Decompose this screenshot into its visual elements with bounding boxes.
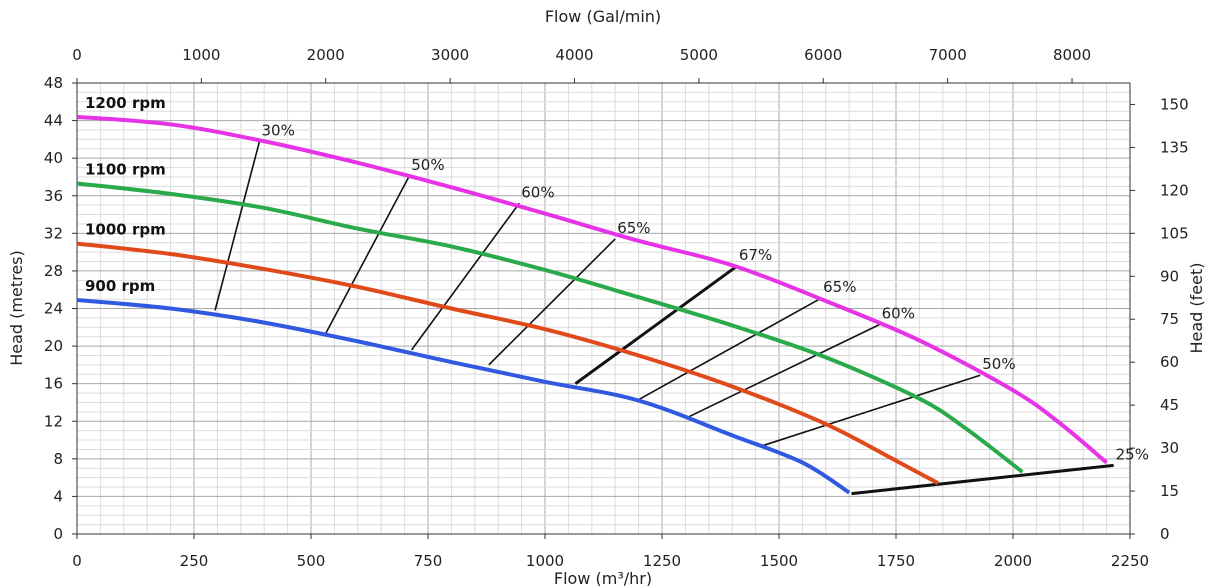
series-line bbox=[76, 241, 940, 486]
series-line bbox=[76, 298, 851, 495]
efficiency-line bbox=[488, 238, 616, 366]
x-tick-label: 1250 bbox=[643, 552, 681, 570]
series-line bbox=[76, 114, 1108, 465]
y2-tick-label: 135 bbox=[1160, 138, 1189, 156]
speed-curves bbox=[76, 114, 1108, 495]
speed-labels: 1200 rpm 1100 rpm 1000 rpm 900 rpm bbox=[85, 94, 166, 295]
efficiency-label: 60% bbox=[521, 183, 554, 201]
efficiency-label: 67% bbox=[739, 246, 772, 264]
x-axis-title: Flow (m³/hr) bbox=[554, 569, 652, 586]
series-label: 1200 rpm bbox=[85, 94, 166, 112]
series-label: 900 rpm bbox=[85, 277, 155, 295]
x2-tick-label: 6000 bbox=[804, 46, 842, 64]
efficiency-line bbox=[214, 141, 261, 311]
series-line bbox=[76, 181, 1024, 474]
x-tick-label: 250 bbox=[180, 552, 209, 570]
x-tick-label: 500 bbox=[297, 552, 326, 570]
x-tick-label: 1750 bbox=[877, 552, 915, 570]
y2-tick-label: 45 bbox=[1160, 396, 1179, 414]
x2-tick-label: 8000 bbox=[1053, 46, 1091, 64]
y2-tick-label: 90 bbox=[1160, 267, 1179, 285]
efficiency-line bbox=[574, 265, 738, 385]
x-tick-label: 2000 bbox=[994, 552, 1032, 570]
x2-tick-label: 1000 bbox=[182, 46, 220, 64]
efficiency-line bbox=[851, 463, 1114, 496]
efficiency-line bbox=[410, 202, 520, 351]
x-tick-label: 750 bbox=[414, 552, 443, 570]
x2-tick-label: 4000 bbox=[555, 46, 593, 64]
y-tick-label: 20 bbox=[44, 337, 63, 355]
efficiency-lines: 30% 50% 60% 65% 67% 65% 60% 50% 25% bbox=[214, 121, 1149, 496]
y-tick-label: 32 bbox=[44, 224, 63, 242]
x2-tick-label: 7000 bbox=[929, 46, 967, 64]
x2-tick-label: 3000 bbox=[431, 46, 469, 64]
efficiency-line bbox=[685, 323, 880, 420]
y2-tick-label: 105 bbox=[1160, 224, 1189, 242]
x-tick-label: 1000 bbox=[526, 552, 564, 570]
y-tick-label: 24 bbox=[44, 300, 63, 318]
y-tick-label: 4 bbox=[53, 487, 63, 505]
y-tick-label: 48 bbox=[44, 74, 63, 92]
x2-tick-label: 0 bbox=[72, 46, 82, 64]
y-tick-label: 0 bbox=[53, 525, 63, 543]
efficiency-line bbox=[762, 374, 981, 447]
y-tick-label: 36 bbox=[44, 187, 63, 205]
x2-axis-title: Flow (Gal/min) bbox=[545, 7, 661, 26]
efficiency-label: 50% bbox=[411, 156, 444, 174]
series-label: 1100 rpm bbox=[85, 161, 166, 179]
y2-axis-title: Head (feet) bbox=[1187, 263, 1206, 354]
y-tick-label: 12 bbox=[44, 412, 63, 430]
efficiency-label: 65% bbox=[617, 219, 650, 237]
efficiency-line bbox=[324, 175, 410, 336]
grid bbox=[77, 83, 1130, 534]
y-tick-label: 16 bbox=[44, 375, 63, 393]
y-tick-label: 8 bbox=[53, 450, 63, 468]
efficiency-label: 50% bbox=[982, 355, 1015, 373]
y-tick-label: 28 bbox=[44, 262, 63, 280]
efficiency-label: 65% bbox=[823, 278, 856, 296]
x2-tick-label: 5000 bbox=[680, 46, 718, 64]
y-axis-title: Head (metres) bbox=[7, 250, 26, 366]
efficiency-label: 25% bbox=[1116, 445, 1149, 463]
y2-tick-label: 15 bbox=[1160, 482, 1179, 500]
x-tick-label: 1500 bbox=[760, 552, 798, 570]
x2-tick-label: 2000 bbox=[307, 46, 345, 64]
y2-tick-label: 150 bbox=[1160, 95, 1189, 113]
x-tick-label: 0 bbox=[72, 552, 82, 570]
efficiency-label: 60% bbox=[882, 304, 915, 322]
x-tick-label: 2250 bbox=[1111, 552, 1149, 570]
y-tick-label: 40 bbox=[44, 149, 63, 167]
efficiency-label: 30% bbox=[262, 121, 295, 139]
y-tick-label: 44 bbox=[44, 112, 63, 130]
y2-tick-label: 120 bbox=[1160, 181, 1189, 199]
y2-tick-label: 30 bbox=[1160, 439, 1179, 457]
series-label: 1000 rpm bbox=[85, 221, 166, 239]
y2-tick-label: 60 bbox=[1160, 353, 1179, 371]
y2-tick-label: 75 bbox=[1160, 310, 1179, 328]
efficiency-line bbox=[638, 297, 822, 401]
y2-tick-label: 0 bbox=[1160, 525, 1170, 543]
